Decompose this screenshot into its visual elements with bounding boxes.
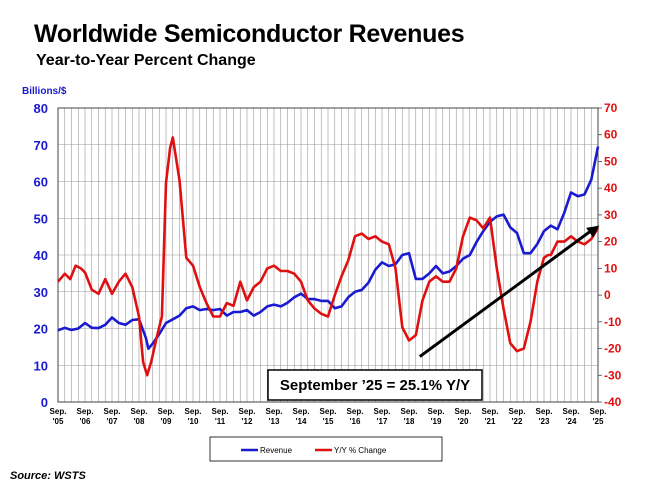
- x-tick-label-bottom: '18: [404, 417, 415, 426]
- x-tick-label-top: Sep.: [50, 407, 67, 416]
- x-tick-label-top: Sep.: [428, 407, 445, 416]
- chart-title: Worldwide Semiconductor Revenues: [34, 20, 465, 48]
- x-tick-label-bottom: '11: [215, 417, 226, 426]
- x-tick-label-bottom: '17: [377, 417, 388, 426]
- series-group: [57, 136, 600, 377]
- left-axis-ticks: 0 10 20 30 40 50 60 70 80: [34, 101, 48, 410]
- x-tick-label-top: Sep.: [77, 407, 94, 416]
- chart-grid: [57, 107, 599, 403]
- left-tick-label: 70: [34, 138, 48, 153]
- x-tick-label-bottom: '13: [269, 417, 280, 426]
- x-tick-label-top: Sep.: [131, 407, 148, 416]
- x-tick-label-bottom: '16: [350, 417, 361, 426]
- x-tick-label-top: Sep.: [455, 407, 472, 416]
- annotation-box: September ’25 = 25.1% Y/Y: [267, 369, 483, 401]
- right-tick-label: -10: [604, 315, 622, 329]
- x-tick-label-top: Sep.: [212, 407, 229, 416]
- x-tick-label-top: Sep.: [482, 407, 499, 416]
- x-tick-label-bottom: '14: [296, 417, 307, 426]
- plot-frame: [57, 107, 599, 403]
- x-tick-label-top: Sep.: [509, 407, 526, 416]
- x-tick-label-bottom: '23: [539, 417, 550, 426]
- x-tick-label-top: Sep.: [158, 407, 175, 416]
- right-tick-label: -40: [604, 395, 622, 409]
- right-tick-label: 50: [604, 154, 618, 168]
- x-tick-label-top: Sep.: [347, 407, 364, 416]
- trend-arrow-line: [418, 229, 593, 358]
- left-tick-label: 30: [34, 285, 48, 300]
- source-note: Source: WSTS: [10, 470, 86, 482]
- x-tick-label-bottom: '20: [458, 417, 469, 426]
- x-tick-label-bottom: '12: [242, 417, 253, 426]
- left-tick-label: 80: [34, 101, 48, 116]
- x-tick-label-bottom: '06: [80, 417, 91, 426]
- x-tick-label-bottom: '24: [566, 417, 577, 426]
- left-tick-label: 0: [41, 395, 48, 410]
- x-tick-label-top: Sep.: [374, 407, 391, 416]
- yoy-series-line: [57, 136, 600, 377]
- x-tick-label-top: Sep.: [536, 407, 553, 416]
- left-tick-label: 10: [34, 358, 48, 373]
- x-tick-label-top: Sep.: [320, 407, 337, 416]
- right-axis-ticks: -40 -30 -20 -10 0 10 20 30 40 50 60 70: [598, 101, 622, 409]
- x-tick-label-top: Sep.: [590, 407, 607, 416]
- trend-arrow-head: [586, 225, 600, 238]
- right-tick-label: -30: [604, 368, 622, 382]
- x-tick-label-bottom: '19: [431, 417, 442, 426]
- x-tick-label-bottom: '05: [53, 417, 64, 426]
- left-axis-units: Billions/$: [22, 86, 67, 97]
- legend: Revenue Y/Y % Change: [209, 436, 443, 462]
- trend-arrow-group: [418, 225, 600, 358]
- right-tick-label: 70: [604, 101, 618, 115]
- x-tick-label-bottom: '09: [161, 417, 172, 426]
- legend-revenue-label: Revenue: [260, 446, 293, 455]
- x-tick-label-bottom: '25: [593, 417, 604, 426]
- x-tick-label-bottom: '08: [134, 417, 145, 426]
- x-tick-label-top: Sep.: [266, 407, 283, 416]
- left-tick-label: 50: [34, 211, 48, 226]
- left-tick-label: 20: [34, 322, 48, 337]
- revenue-series-line: [57, 146, 600, 350]
- annotation-frame: [267, 369, 483, 401]
- x-tick-label-top: Sep.: [239, 407, 256, 416]
- x-tick-label-top: Sep.: [104, 407, 121, 416]
- x-tick-label-top: Sep.: [293, 407, 310, 416]
- x-tick-label-bottom: '22: [512, 417, 523, 426]
- right-tick-label: 0: [604, 288, 611, 302]
- x-tick-label-top: Sep.: [185, 407, 202, 416]
- right-tick-label: 40: [604, 181, 618, 195]
- x-axis-ticks: Sep.'05Sep.'06Sep.'07Sep.'08Sep.'09Sep.'…: [50, 407, 607, 426]
- right-tick-label: 30: [604, 208, 618, 222]
- x-tick-label-bottom: '07: [107, 417, 118, 426]
- x-tick-label-top: Sep.: [563, 407, 580, 416]
- x-tick-label-bottom: '21: [485, 417, 496, 426]
- x-tick-label-top: Sep.: [401, 407, 418, 416]
- left-tick-label: 40: [34, 248, 48, 263]
- x-tick-label-bottom: '15: [323, 417, 334, 426]
- right-tick-label: -20: [604, 342, 622, 356]
- chart-subtitle: Year-to-Year Percent Change: [36, 52, 256, 69]
- right-tick-label: 20: [604, 235, 618, 249]
- right-tick-label: 10: [604, 261, 618, 275]
- right-tick-label: 60: [604, 128, 618, 142]
- x-tick-label-bottom: '10: [188, 417, 199, 426]
- left-tick-label: 60: [34, 175, 48, 190]
- legend-yoy-label: Y/Y % Change: [334, 446, 387, 455]
- annotation-text: September ’25 = 25.1% Y/Y: [280, 377, 470, 394]
